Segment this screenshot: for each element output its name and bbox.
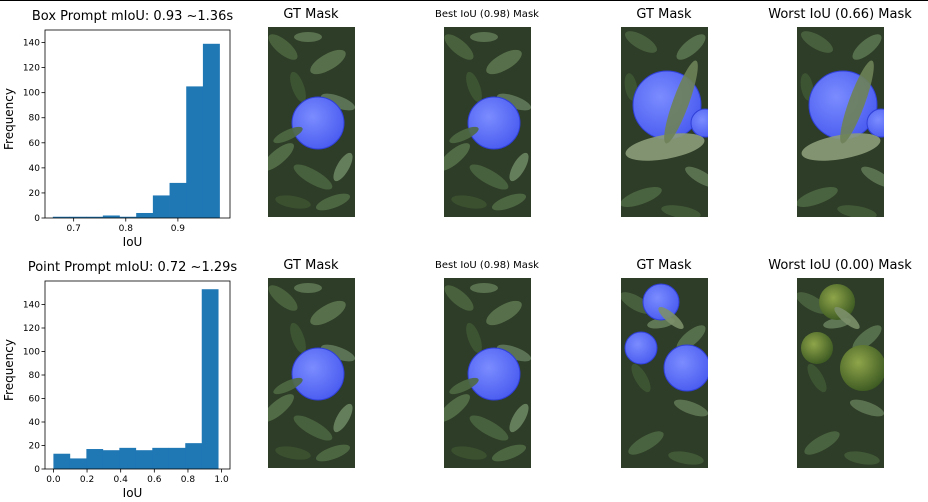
image-panel-title: Worst IoU (0.66) Mask [768,7,912,22]
histogram-bar [169,182,187,218]
x-tick-label: 0.8 [119,224,134,234]
histogram-bar [53,453,71,469]
y-tick-label: 20 [29,189,41,199]
masked-orange-photo [797,27,884,217]
masked-orange-photo [268,27,355,217]
histogram-bar [135,450,153,469]
histogram-title: Box Prompt mIoU: 0.93 ~1.36s [32,9,233,24]
top-border-line [0,0,928,1]
y-tick-label: 120 [23,64,40,74]
histogram-bar [119,216,137,218]
plot-frame [44,29,231,219]
histogram-bar [86,449,104,469]
y-axis-label: Frequency [2,339,16,401]
histogram-bar [186,86,204,219]
y-tick-label: 0 [34,214,40,224]
histogram-bar [136,212,154,218]
y-tick-label: 60 [29,395,41,405]
image-panel-title: GT Mask [283,7,339,22]
point-prompt-histogram: Point Prompt mIoU: 0.72 ~1.29s 0.0 0.2 0.4 0… [2,260,238,500]
y-tick-label: 40 [29,164,41,174]
image-panel-title: Best IoU (0.98) Mask [435,9,539,20]
x-tick-label: 1.0 [214,475,229,485]
y-tick-label: 140 [23,39,40,49]
y-axis-label: Frequency [2,88,16,150]
histogram-bar [102,215,120,218]
y-tick-label: 60 [29,139,41,149]
histogram-bar [102,450,120,469]
histogram-bar [152,195,170,218]
y-tick-label: 120 [23,324,40,334]
y-tick-label: 80 [29,371,41,381]
x-tick-label: 0.8 [181,475,196,485]
x-axis-label: IoU [123,486,143,500]
y-tick-label: 100 [23,89,40,99]
histogram-bar [69,458,87,469]
x-tick-label: 0.0 [46,475,61,485]
orange-photo [797,278,884,468]
histogram-bar [202,43,220,218]
y-tick-label: 0 [34,465,40,475]
x-axis-label: IoU [123,235,143,249]
histogram-title: Point Prompt mIoU: 0.72 ~1.29s [28,260,238,275]
image-panel-title: GT Mask [636,258,692,273]
x-tick-label: 0.2 [80,475,94,485]
y-tick-label: 20 [29,442,41,452]
image-panel-title: GT Mask [283,258,339,273]
image-panel-title: Worst IoU (0.00) Mask [768,258,912,273]
masked-orange-photo [444,27,531,217]
image-panel-title: Best IoU (0.98) Mask [435,260,539,271]
masked-orange-photo [621,278,708,468]
histogram-bar [201,289,219,469]
x-tick-label: 0.7 [66,224,80,234]
y-tick-label: 140 [23,301,40,311]
masked-orange-photo [444,278,531,468]
histogram-bar [185,443,203,469]
y-tick-label: 40 [29,418,41,428]
histogram-bar [168,447,186,469]
histogram-bar [119,447,137,469]
x-tick-label: 0.4 [114,475,129,485]
histogram-bar [86,216,104,218]
masked-orange-photo [621,27,708,217]
box-prompt-histogram: Box Prompt mIoU: 0.93 ~1.36s 0.7 0.8 0.9 0 20… [2,9,233,249]
x-tick-label: 0.9 [171,224,186,234]
histogram-bar [69,216,87,218]
masked-orange-photo [268,278,355,468]
histogram-bar [152,447,170,469]
y-tick-label: 80 [29,114,41,124]
image-panel-title: GT Mask [636,7,692,22]
x-tick-label: 0.6 [147,475,162,485]
histogram-bar [52,216,70,218]
y-tick-label: 100 [23,348,40,358]
